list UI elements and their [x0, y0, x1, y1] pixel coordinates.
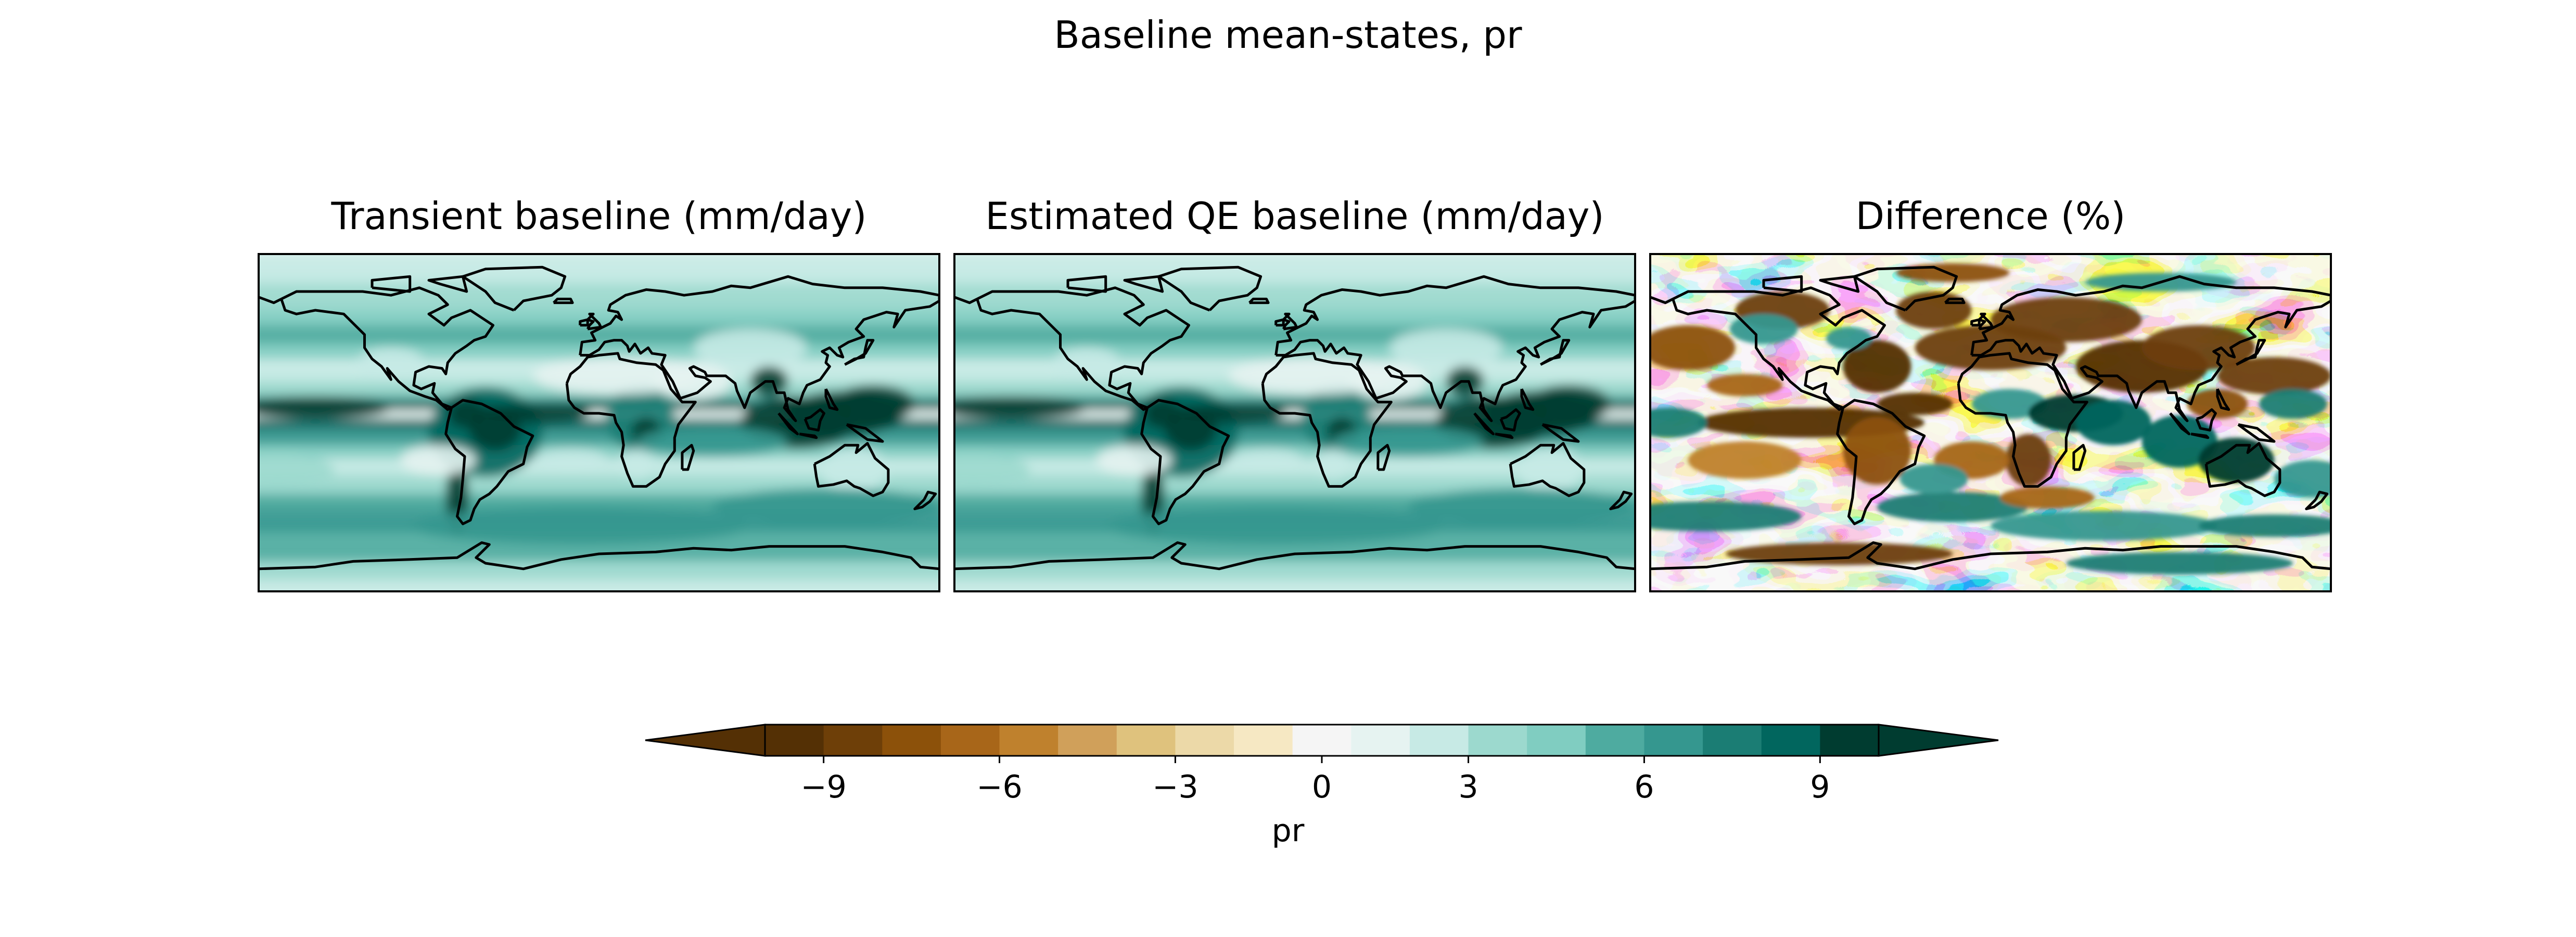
colorbar-segment	[1234, 725, 1293, 756]
colorbar-segment	[882, 725, 941, 756]
colorbar-segment	[1058, 725, 1117, 756]
colorbar-segment	[1527, 725, 1586, 756]
colorbar-segment	[1293, 725, 1351, 756]
colorbar-segment	[824, 725, 883, 756]
colorbar-extend-min	[645, 725, 765, 756]
colorbar-label: pr	[0, 812, 2576, 850]
colorbar-segment	[1410, 725, 1469, 756]
colorbar-segment	[1586, 725, 1644, 756]
colorbar-segment	[1351, 725, 1410, 756]
colorbar-segment	[1000, 725, 1059, 756]
colorbar-segment	[1703, 725, 1762, 756]
colorbar-segment	[1644, 725, 1703, 756]
colorbar-tick-label: 9	[1757, 768, 1882, 806]
colorbar-segment	[941, 725, 1000, 756]
colorbar-tick-label: 3	[1406, 768, 1531, 806]
colorbar-tick-label: −3	[1113, 768, 1238, 806]
colorbar-tick-label: 0	[1259, 768, 1384, 806]
colorbar-segment	[1117, 725, 1176, 756]
colorbar-segment	[1820, 725, 1879, 756]
colorbar-segment	[1762, 725, 1820, 756]
colorbar-segment	[765, 725, 824, 756]
colorbar-tick-label: −9	[761, 768, 886, 806]
colorbar-extend-max	[1879, 725, 1998, 756]
colorbar-tick-label: −6	[937, 768, 1062, 806]
colorbar-tick-label: 6	[1582, 768, 1706, 806]
colorbar-segment	[1175, 725, 1234, 756]
colorbar-segment	[1469, 725, 1527, 756]
